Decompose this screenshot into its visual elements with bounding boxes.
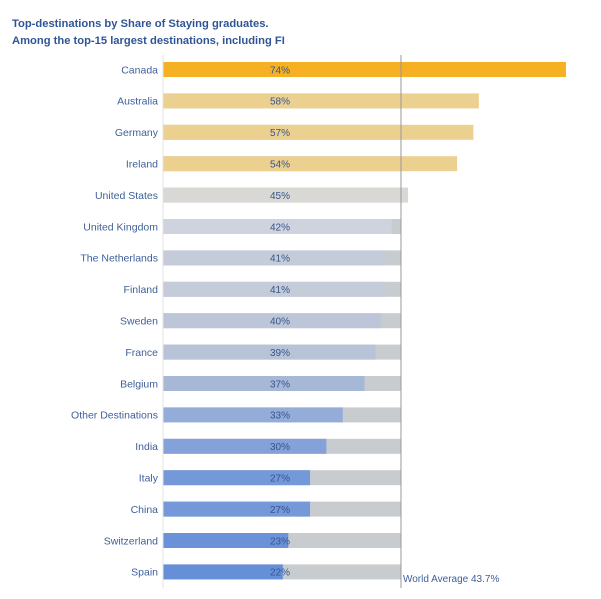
category-label: India bbox=[135, 441, 158, 453]
chart-titles: Top-destinations by Share of Staying gra… bbox=[12, 16, 285, 50]
chart-subtitle: Among the top-15 largest destinations, i… bbox=[12, 35, 285, 47]
value-label: 74% bbox=[270, 65, 290, 76]
category-label: Finland bbox=[124, 284, 159, 296]
value-label: 40% bbox=[270, 317, 290, 328]
category-label: Other Destinations bbox=[71, 410, 158, 422]
category-label: The Netherlands bbox=[80, 253, 158, 265]
category-label: Germany bbox=[115, 127, 159, 139]
category-label: China bbox=[131, 504, 159, 516]
category-label: France bbox=[125, 347, 158, 359]
value-label: 30% bbox=[270, 442, 290, 453]
category-label: Spain bbox=[131, 567, 158, 579]
reference-line-label: World Average 43.7% bbox=[403, 574, 499, 585]
bar bbox=[163, 124, 474, 140]
category-label: Canada bbox=[121, 64, 158, 76]
bar bbox=[163, 281, 387, 297]
value-label: 37% bbox=[270, 379, 290, 390]
value-label: 22% bbox=[270, 568, 290, 579]
value-label: 45% bbox=[270, 191, 290, 202]
bar bbox=[163, 219, 392, 234]
value-label: 58% bbox=[270, 97, 290, 108]
chart-title: Top-destinations by Share of Staying gra… bbox=[12, 18, 269, 30]
category-label: Ireland bbox=[126, 159, 158, 171]
bar bbox=[163, 62, 566, 77]
value-label: 42% bbox=[270, 222, 290, 233]
category-label: Italy bbox=[139, 473, 159, 485]
bar bbox=[163, 313, 381, 329]
value-label: 27% bbox=[270, 505, 290, 516]
bar bbox=[163, 250, 387, 266]
bar bbox=[163, 438, 327, 454]
value-label: 54% bbox=[270, 160, 290, 171]
bar bbox=[163, 93, 479, 109]
bar bbox=[163, 407, 343, 423]
value-label: 27% bbox=[270, 474, 290, 485]
category-label: Australia bbox=[117, 96, 158, 108]
value-label: 33% bbox=[270, 411, 290, 422]
category-label: Belgium bbox=[120, 378, 158, 390]
category-label: United States bbox=[95, 190, 158, 202]
bar bbox=[163, 187, 409, 203]
value-label: 39% bbox=[270, 348, 290, 359]
bar bbox=[163, 376, 365, 391]
bar bbox=[163, 564, 283, 580]
category-label: Sweden bbox=[120, 316, 158, 328]
bar bbox=[163, 344, 376, 360]
category-label: Switzerland bbox=[104, 535, 158, 547]
value-label: 57% bbox=[270, 128, 290, 139]
value-label: 41% bbox=[270, 285, 290, 296]
bar bbox=[163, 470, 311, 486]
bar bbox=[163, 156, 458, 172]
value-label: 41% bbox=[270, 254, 290, 265]
bar bbox=[163, 533, 289, 548]
bar bbox=[163, 501, 311, 517]
category-label: United Kingdom bbox=[83, 221, 158, 233]
value-label: 23% bbox=[270, 536, 290, 547]
